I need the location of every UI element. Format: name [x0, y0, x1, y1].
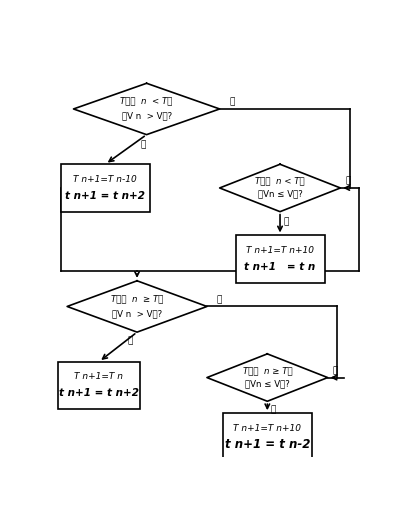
- Text: T内盘  n  ≥ T设: T内盘 n ≥ T设: [110, 294, 163, 303]
- Text: 否: 否: [229, 97, 234, 106]
- Text: T n+1=T n+10: T n+1=T n+10: [233, 424, 301, 432]
- Text: 且Vn ≤ V设?: 且Vn ≤ V设?: [257, 190, 302, 199]
- Text: T内盘  n  < T设: T内盘 n < T设: [120, 96, 172, 106]
- Text: 否: 否: [345, 176, 350, 185]
- Text: t n+1 = t n+2: t n+1 = t n+2: [65, 191, 145, 201]
- Text: 是: 是: [128, 337, 133, 346]
- Bar: [222, 413, 311, 461]
- Text: T n+1=T n: T n+1=T n: [74, 372, 123, 381]
- Bar: [57, 362, 140, 409]
- Text: 是: 是: [283, 217, 288, 226]
- Text: T n+1=T n+10: T n+1=T n+10: [245, 246, 313, 255]
- Text: 且V n  > V设?: 且V n > V设?: [112, 309, 162, 318]
- Text: 且V n  > V设?: 且V n > V设?: [121, 111, 171, 121]
- Text: 且Vn ≤ V设?: 且Vn ≤ V设?: [244, 380, 289, 388]
- Text: T内盘  n < T设: T内盘 n < T设: [254, 176, 304, 185]
- Text: 是: 是: [140, 140, 146, 149]
- Text: 否: 否: [332, 366, 337, 375]
- Text: t n+1   = t n: t n+1 = t n: [244, 262, 315, 272]
- Text: t n+1 = t n-2: t n+1 = t n-2: [224, 438, 309, 451]
- Text: t n+1 = t n+2: t n+1 = t n+2: [59, 388, 139, 399]
- Bar: [235, 235, 324, 283]
- Text: T内盘  n ≥ T设: T内盘 n ≥ T设: [242, 366, 292, 375]
- Text: 否: 否: [216, 295, 222, 304]
- Text: T n+1=T n-10: T n+1=T n-10: [73, 175, 137, 184]
- Text: 是: 是: [270, 405, 276, 415]
- Bar: [61, 164, 149, 212]
